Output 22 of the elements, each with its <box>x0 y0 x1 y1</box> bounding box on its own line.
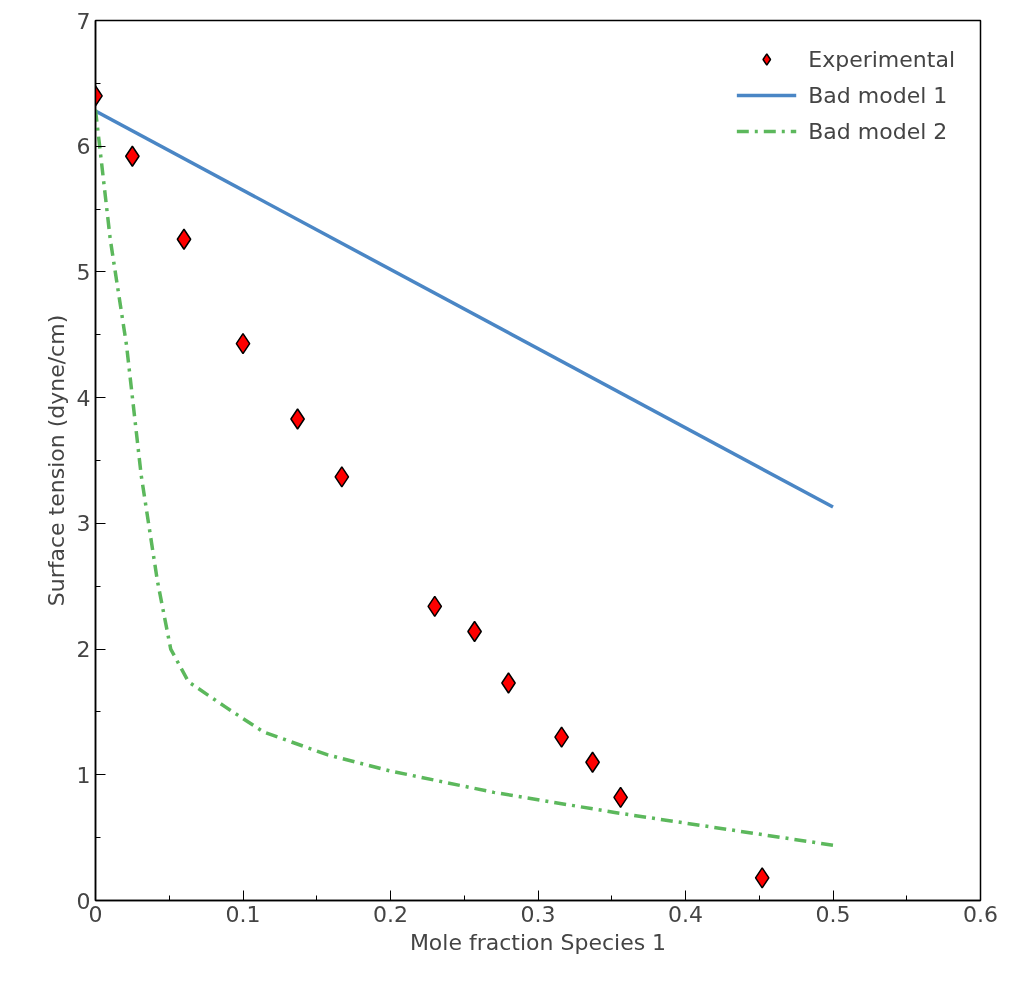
x-tick-label: 0.6 <box>963 901 999 927</box>
x-axis-title: Mole fraction Species 1 <box>409 929 667 955</box>
y-tick-label: 7 <box>76 8 91 34</box>
point <box>334 466 350 488</box>
legend-label: Bad model 2 <box>808 118 948 144</box>
point <box>176 228 192 250</box>
y-tick-label: 3 <box>76 511 91 537</box>
legend-label: Experimental <box>808 46 955 72</box>
x-tick-label: 0.1 <box>225 901 261 927</box>
y-tick-label: 2 <box>76 637 91 663</box>
point <box>554 726 570 748</box>
y-tick-label: 5 <box>76 259 91 285</box>
y-tick-label: 1 <box>76 762 91 788</box>
y-tick-label: 6 <box>76 134 91 160</box>
x-tick-label: 0.4 <box>668 901 704 927</box>
x-tick-label: 0.2 <box>373 901 409 927</box>
y-axis-title: Surface tension (dyne/cm) <box>43 314 69 607</box>
y-tick-label: 4 <box>76 385 91 411</box>
x-tick-label: 0.3 <box>520 901 556 927</box>
legend-label: Bad model 1 <box>808 82 948 108</box>
x-tick-label: 0.5 <box>815 901 851 927</box>
point <box>754 867 770 889</box>
